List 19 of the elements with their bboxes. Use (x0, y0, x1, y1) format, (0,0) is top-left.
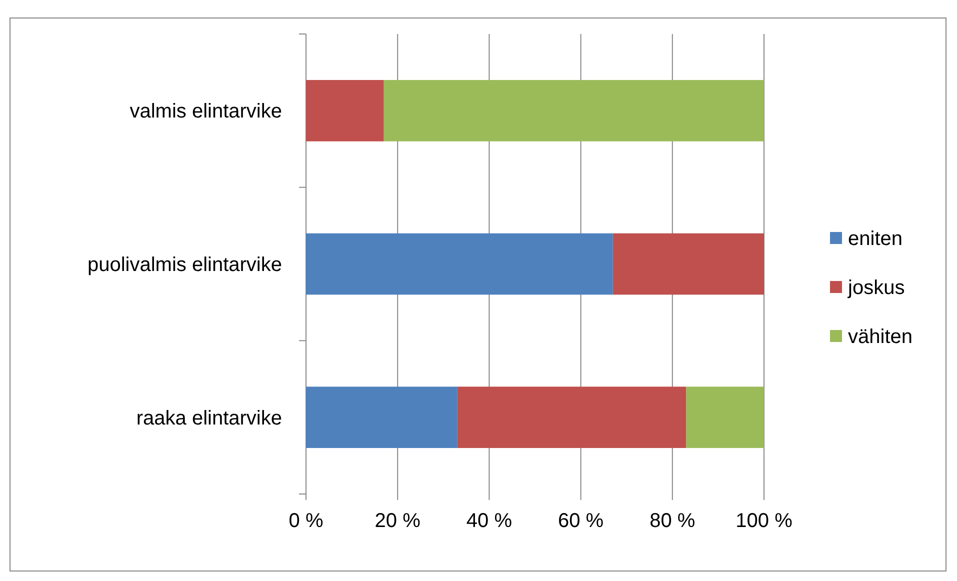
bar (306, 386, 458, 448)
bar (306, 80, 384, 142)
legend-label: joskus (847, 277, 905, 299)
bar (612, 233, 764, 295)
y-tick-label: raaka elintarvike (136, 407, 282, 430)
bar (306, 233, 613, 295)
legend-label: eniten (848, 228, 902, 250)
legend-label: vähiten (848, 326, 912, 348)
x-tick-label: 40 % (466, 510, 512, 532)
y-tick-label: valmis elintarvike (130, 100, 282, 123)
x-tick-label: 20 % (374, 510, 421, 532)
bar (457, 386, 686, 448)
bar (384, 80, 764, 142)
x-tick-label: 80 % (650, 510, 696, 532)
bar (686, 386, 764, 448)
y-tick-label: puolivalmis elintarvike (87, 254, 282, 276)
x-tick-label: 100 % (736, 510, 793, 532)
x-tick-label: 0 % (288, 510, 324, 532)
x-tick-label: 60 % (558, 510, 604, 532)
